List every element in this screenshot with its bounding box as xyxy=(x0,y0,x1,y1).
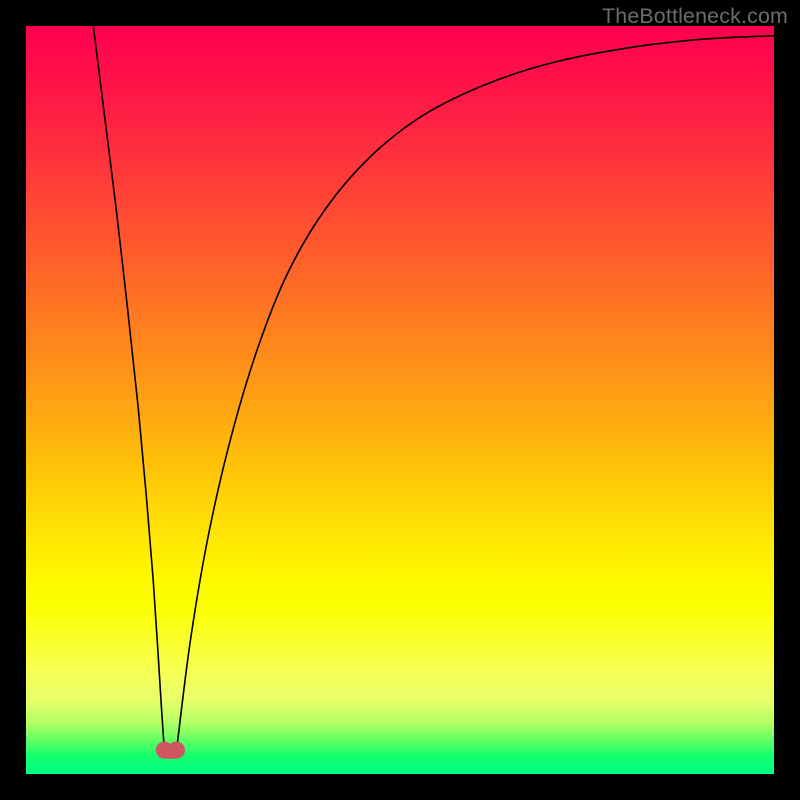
minimum-marker xyxy=(156,741,185,758)
watermark-text: TheBottleneck.com xyxy=(602,4,788,29)
plot-svg xyxy=(0,0,800,800)
chart-stage: TheBottleneck.com xyxy=(0,0,800,800)
background-rect xyxy=(26,26,774,774)
